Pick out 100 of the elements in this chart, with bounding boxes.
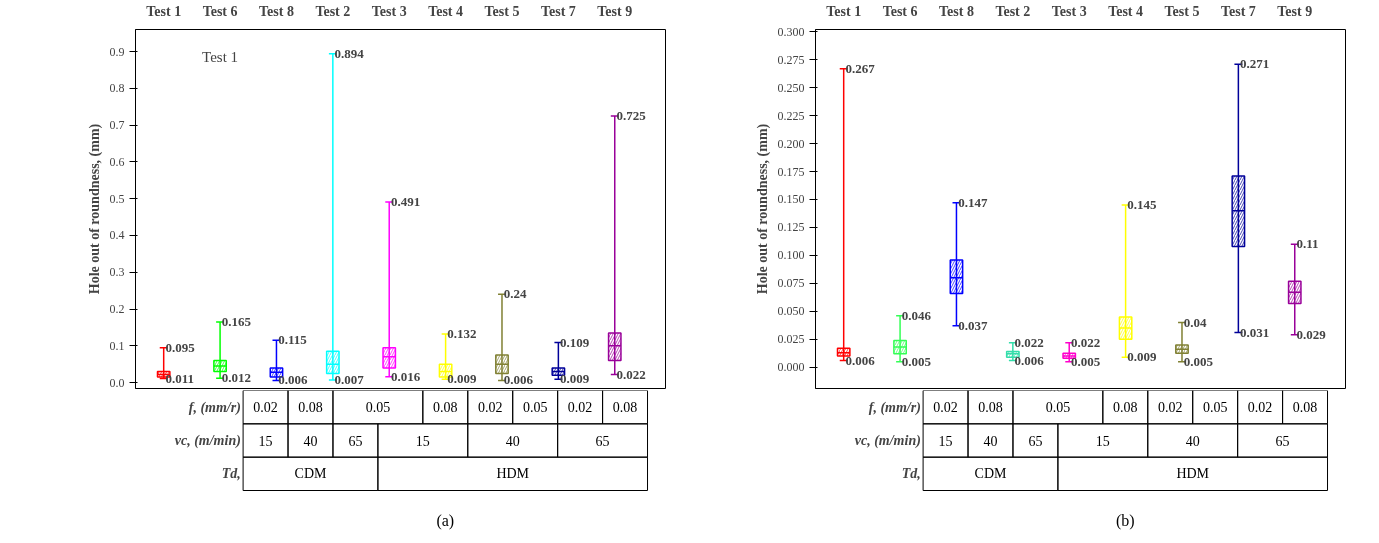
y-tick-label: 0.5 — [109, 191, 125, 206]
annotation: 0.006 — [845, 352, 876, 368]
text: 0.08 — [612, 400, 638, 416]
annotation: 0.11 — [1296, 236, 1319, 252]
annotation: 0.005 — [901, 353, 932, 369]
annotation: 0.022 — [1070, 334, 1101, 350]
annotation: 0.24 — [503, 286, 527, 302]
text: 0.05 — [1202, 400, 1228, 416]
y-tick-label: 0.025 — [777, 332, 805, 347]
annotation: 0.491 — [390, 194, 421, 210]
y-tick-label: 0.275 — [777, 52, 805, 67]
y-tick-label: 0.200 — [777, 136, 805, 151]
y-axis-title: Hole out of roundness, (mm) — [754, 123, 771, 295]
y-tick-label: 0.9 — [109, 44, 125, 59]
x-tick-label: Test 1 — [146, 3, 182, 19]
text: 0.02 — [1158, 400, 1183, 416]
text: 65 — [595, 433, 610, 449]
y-tick-label: 0.8 — [109, 81, 125, 96]
annotation: 0.012 — [221, 370, 252, 386]
annotation: 0.132 — [447, 326, 477, 342]
y-tick-label: 0.000 — [777, 360, 805, 375]
x-tick-label: Test 7 — [540, 3, 576, 19]
annotation: 0.109 — [560, 334, 590, 350]
text: 0.08 — [1113, 400, 1138, 416]
y-tick-label: 0.225 — [777, 108, 805, 123]
text: Td, — [221, 466, 241, 482]
text: f, (mm/r) — [188, 399, 241, 416]
text: vc, (m/min) — [174, 433, 241, 449]
annotation: 0.009 — [1127, 349, 1158, 365]
text: 0.08 — [298, 400, 323, 416]
x-tick-label: Test 3 — [1051, 3, 1087, 19]
y-tick-label: 0.4 — [109, 228, 125, 243]
y-tick-label: 0.100 — [777, 248, 805, 263]
annotation: 0.016 — [390, 368, 421, 384]
annotation: 0.022 — [1014, 334, 1044, 350]
text: f, (mm/r) — [868, 399, 921, 416]
annotation: 0.04 — [1183, 314, 1207, 330]
text: 0.02 — [478, 400, 503, 416]
y-tick-label: 0.6 — [109, 154, 125, 169]
annotation: 0.031 — [1240, 324, 1270, 340]
text: vc, (m/min) — [854, 433, 921, 449]
x-tick-label: Test 9 — [597, 3, 633, 19]
text: 40 — [983, 433, 998, 449]
x-tick-label: Test 9 — [1277, 3, 1313, 19]
y-tick-label: 0.050 — [777, 304, 805, 319]
annotation: 0.115 — [278, 332, 308, 348]
x-tick-label: Test 5 — [1164, 3, 1200, 19]
annotation: 0.006 — [1014, 352, 1045, 368]
annotation: 0.011 — [165, 370, 194, 386]
text: 15 — [415, 433, 430, 449]
y-tick-label: 0.175 — [777, 164, 805, 179]
annotation: 0.006 — [503, 372, 534, 388]
y-tick-label: 0.250 — [777, 80, 805, 95]
annotation: 0.037 — [958, 317, 988, 333]
text: 0.05 — [1045, 400, 1071, 416]
text: 40 — [1185, 433, 1200, 449]
text: HDM — [496, 466, 530, 482]
text: CDM — [974, 466, 1007, 482]
annotation: 0.009 — [447, 371, 478, 387]
text: 0.02 — [253, 400, 278, 416]
annotation: 0.894 — [334, 45, 365, 61]
x-tick-label: Test 3 — [371, 3, 407, 19]
text: 0.08 — [1292, 400, 1318, 416]
annotation: 0.267 — [845, 60, 876, 76]
x-tick-label: Test 2 — [995, 3, 1031, 19]
text: 40 — [303, 433, 318, 449]
text: (b) — [1115, 512, 1135, 530]
annotation: 0.029 — [1296, 326, 1327, 342]
text: 0.05 — [522, 400, 548, 416]
text: 0.02 — [1247, 400, 1273, 416]
text: 65 — [348, 433, 363, 449]
text: 0.05 — [365, 400, 391, 416]
x-tick-label: Test 2 — [315, 3, 351, 19]
text: CDM — [294, 466, 327, 482]
text: 15 — [1095, 433, 1110, 449]
text: 0.08 — [978, 400, 1003, 416]
text: 15 — [258, 433, 273, 449]
x-tick-label: Test 8 — [259, 3, 294, 19]
y-tick-label: 0.125 — [777, 220, 805, 235]
annotation: 0.022 — [616, 366, 646, 382]
annotation: 0.007 — [334, 372, 365, 388]
y-tick-label: 0.2 — [109, 302, 125, 317]
x-tick-label: Test 6 — [882, 3, 918, 19]
annotation: 0.147 — [958, 194, 988, 210]
text: 65 — [1275, 433, 1290, 449]
y-tick-label: 0.7 — [109, 118, 125, 133]
y-tick-label: 0.0 — [109, 375, 125, 390]
annotation: 0.046 — [901, 307, 932, 323]
annotation: 0.005 — [1070, 353, 1101, 369]
annotation: 0.271 — [1240, 56, 1270, 72]
text: (a) — [436, 512, 455, 530]
y-tick-label: 0.150 — [777, 192, 805, 207]
text: HDM — [1176, 466, 1210, 482]
annotation: 0.095 — [165, 339, 196, 355]
y-tick-label: 0.300 — [777, 24, 805, 39]
y-axis-title: Hole out of roundness, (mm) — [86, 123, 103, 295]
y-tick-label: 0.1 — [109, 338, 125, 353]
y-tick-label: 0.3 — [109, 265, 125, 280]
text: 65 — [1028, 433, 1043, 449]
annotation: 0.725 — [616, 107, 647, 123]
